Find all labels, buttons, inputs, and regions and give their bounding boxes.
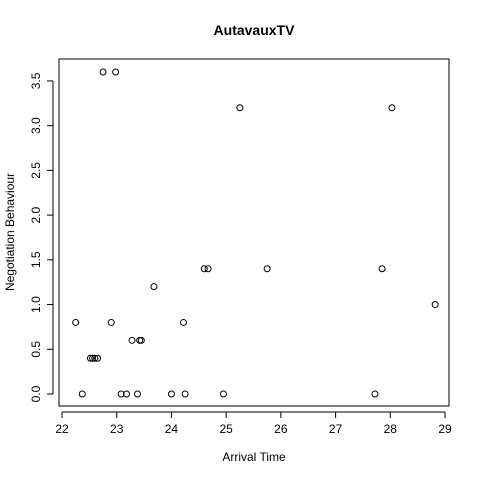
- data-point: [107, 318, 115, 326]
- x-axis-label: Arrival Time: [222, 450, 286, 464]
- data-point: [134, 390, 142, 398]
- data-point: [123, 390, 131, 398]
- data-point: [72, 318, 80, 326]
- data-point: [91, 354, 99, 362]
- x-tick-label: 26: [274, 422, 288, 436]
- data-point: [167, 390, 175, 398]
- x-tick-label: 24: [165, 422, 179, 436]
- data-point: [431, 301, 439, 309]
- data-point: [179, 318, 187, 326]
- data-point: [99, 68, 107, 76]
- data-points: [72, 68, 439, 398]
- data-point: [263, 265, 271, 273]
- x-tick-label: 27: [329, 422, 343, 436]
- x-tick-label: 29: [438, 422, 452, 436]
- x-tick-label: 22: [55, 422, 69, 436]
- x-tick-label: 28: [384, 422, 398, 436]
- plot-area: [58, 58, 450, 407]
- data-point: [137, 336, 145, 344]
- y-axis-label: Negotiation Behaviour: [3, 173, 17, 291]
- data-point: [236, 104, 244, 112]
- data-point: [388, 104, 396, 112]
- data-point: [181, 390, 189, 398]
- data-point: [378, 265, 386, 273]
- data-point: [78, 390, 86, 398]
- y-tick-label: 1.0: [29, 296, 43, 313]
- y-tick-label: 0.5: [29, 341, 43, 358]
- y-tick-label: 0.0: [29, 385, 43, 402]
- y-tick-label: 3.5: [29, 72, 43, 89]
- data-point: [150, 283, 158, 291]
- x-axis: 22 23 24 25 26 27 28 29: [55, 411, 452, 436]
- data-point: [200, 265, 208, 273]
- y-tick-label: 2.5: [29, 162, 43, 179]
- y-tick-label: 1.5: [29, 251, 43, 268]
- chart-title: AutavauxTV: [214, 22, 296, 38]
- data-point: [204, 265, 212, 273]
- y-tick-label: 2.0: [29, 206, 43, 223]
- y-axis: 0.0 0.5 1.0 1.5 2.0 2.5 3.0 3.5: [29, 72, 54, 402]
- data-point: [89, 354, 97, 362]
- x-tick-label: 25: [219, 422, 233, 436]
- data-point: [112, 68, 120, 76]
- data-point: [117, 390, 125, 398]
- data-point: [371, 390, 379, 398]
- y-tick-label: 3.0: [29, 117, 43, 134]
- data-point: [219, 390, 227, 398]
- data-point: [128, 336, 136, 344]
- data-point: [94, 354, 102, 362]
- x-tick-label: 23: [110, 422, 124, 436]
- data-point: [86, 354, 94, 362]
